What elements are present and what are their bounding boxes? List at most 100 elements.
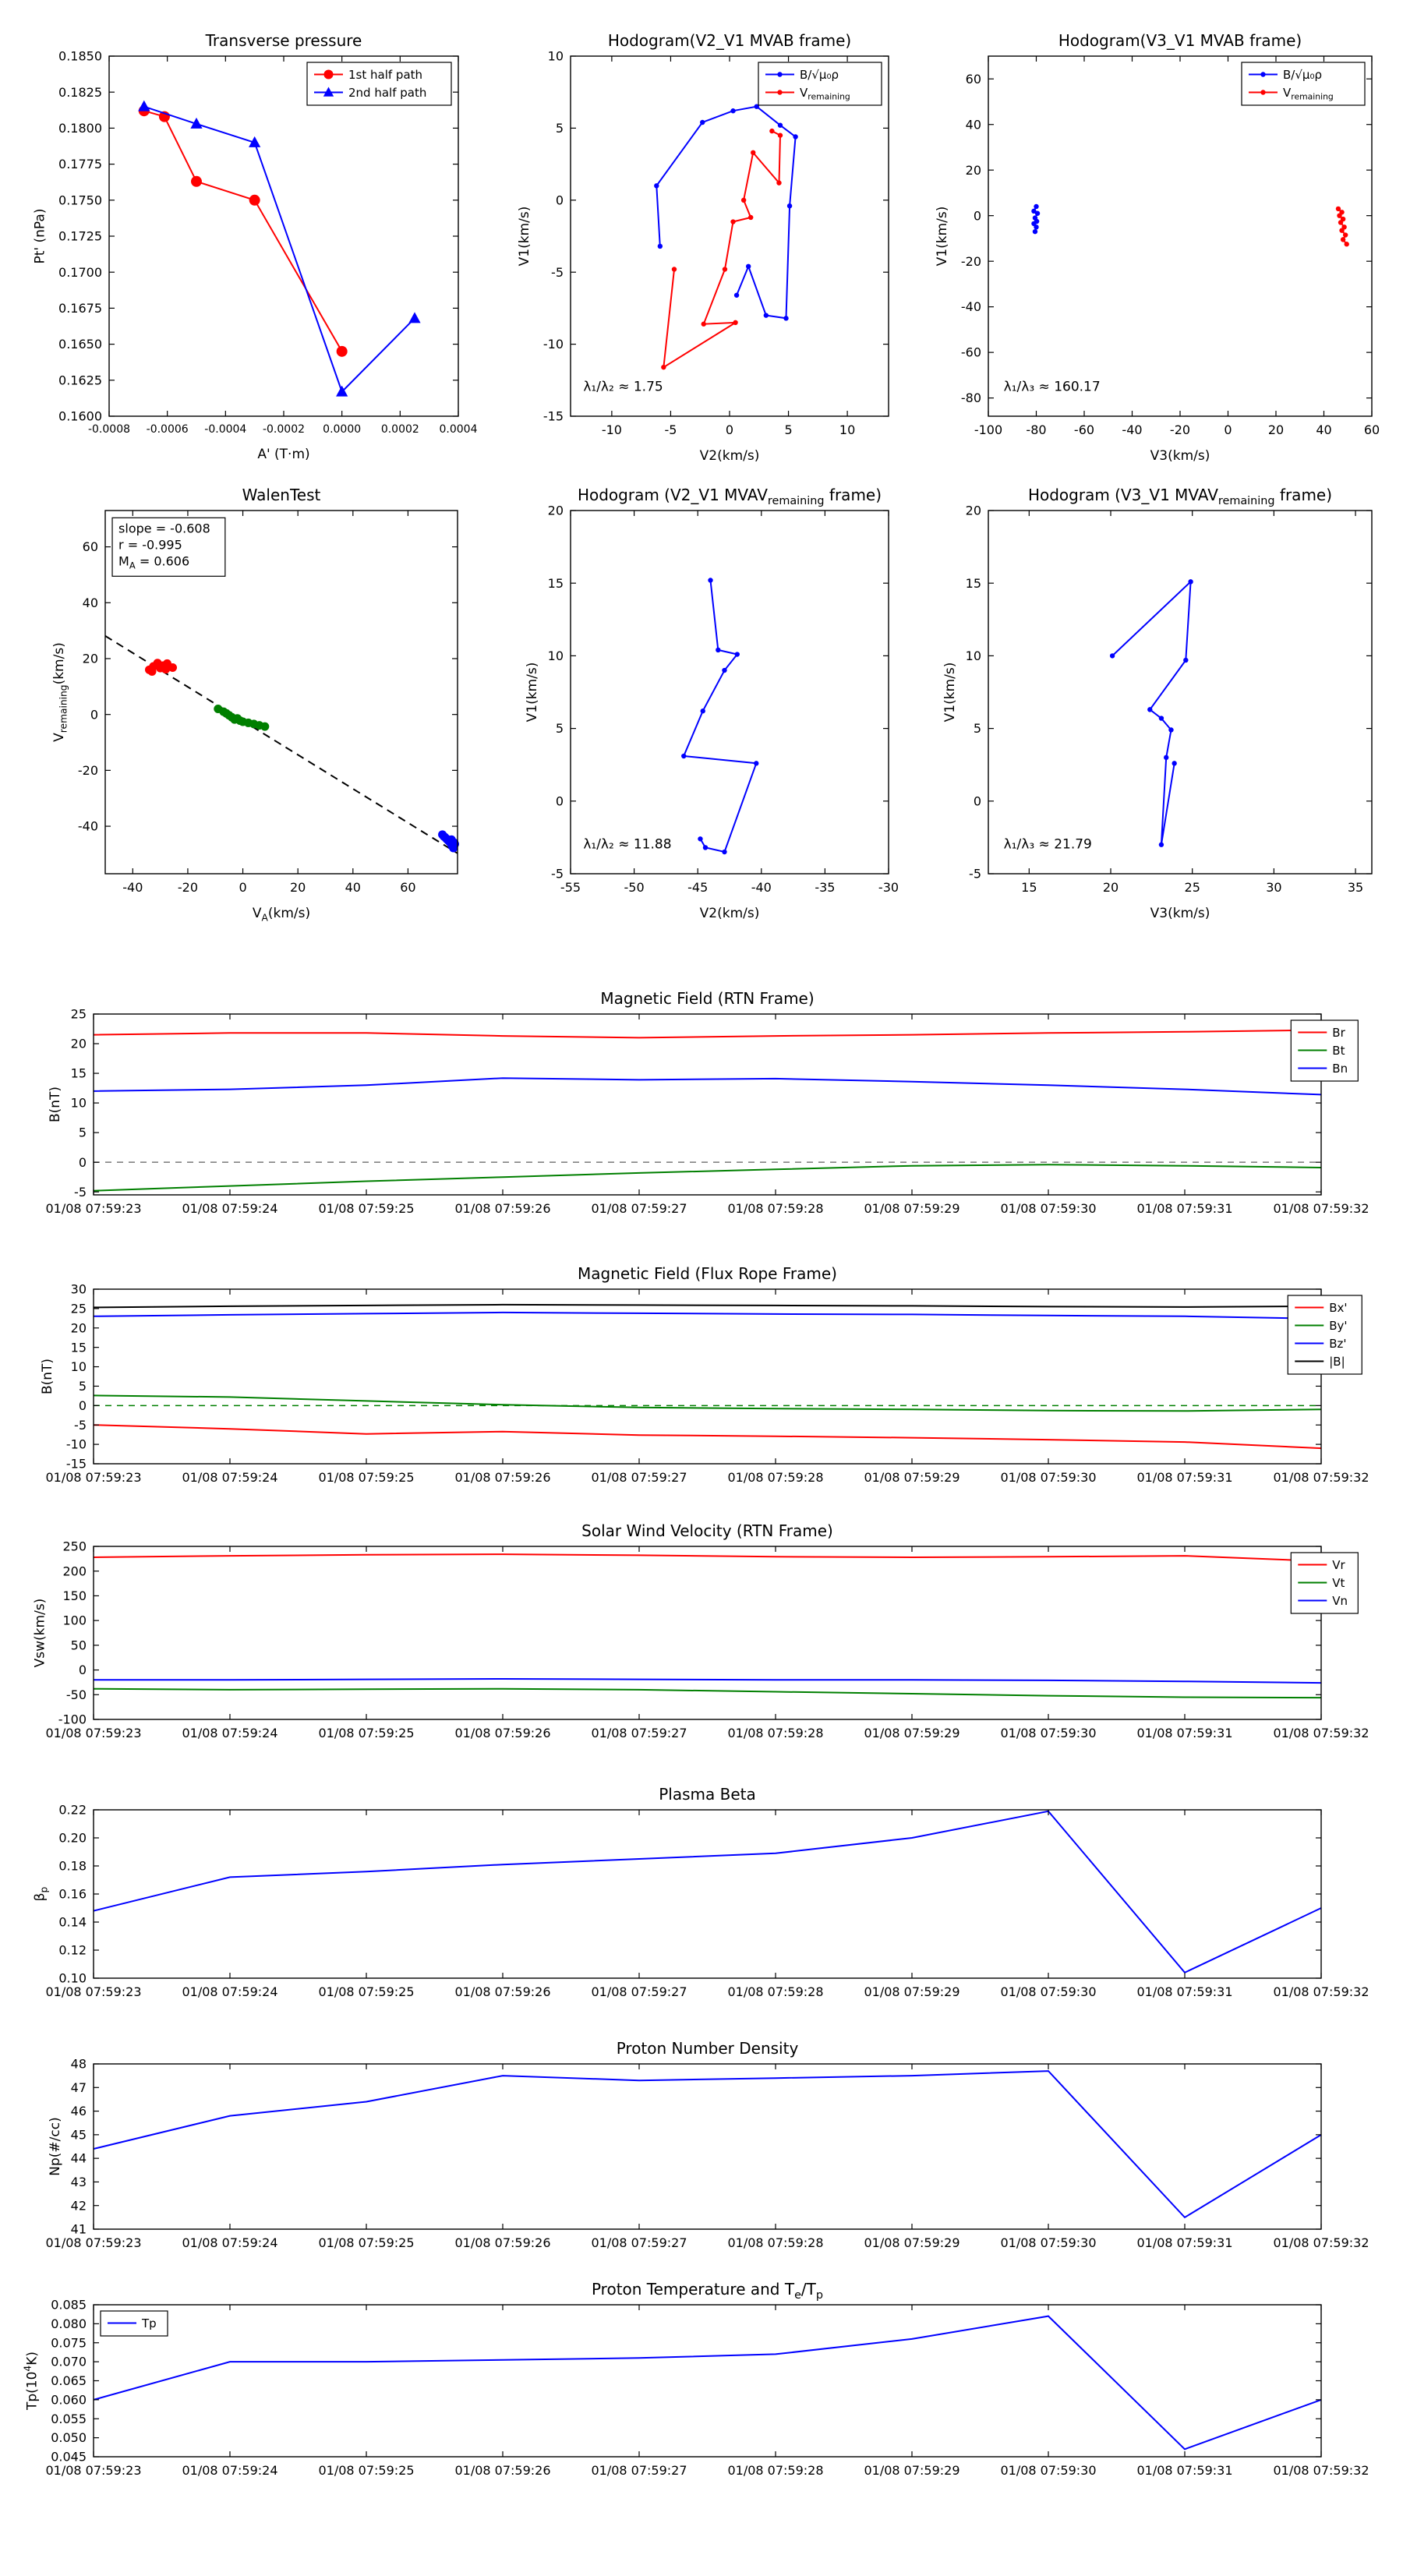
- y-tick-label: 0.1600: [58, 409, 102, 424]
- y-tick-label: 150: [62, 1588, 87, 1603]
- x-tick-label: 01/08 07:59:28: [727, 1201, 823, 1216]
- legend-label: Bt: [1332, 1044, 1345, 1058]
- y-tick-label: 200: [62, 1564, 87, 1578]
- y-tick-label: 0.14: [58, 1915, 87, 1930]
- axes-background: [571, 56, 889, 416]
- marker-dot: [1158, 842, 1164, 847]
- x-axis-label: V3(km/s): [1150, 906, 1210, 921]
- marker-dot: [1337, 213, 1342, 218]
- marker-dot: [1032, 228, 1038, 235]
- marker-circle: [450, 838, 459, 847]
- marker-dot: [1260, 90, 1266, 95]
- marker-triangle: [190, 117, 203, 129]
- y-tick-label: 0.070: [51, 2355, 87, 2369]
- marker-dot: [700, 708, 705, 714]
- axes-background: [94, 1289, 1321, 1464]
- panel-title: Transverse pressure: [205, 31, 362, 50]
- marker-dot: [733, 320, 738, 326]
- y-axis-label: βp: [32, 1886, 49, 1901]
- x-tick-label: 01/08 07:59:29: [864, 1201, 959, 1216]
- x-tick-label: 40: [1316, 422, 1331, 437]
- y-axis-label: Vremaining(km/s): [51, 642, 69, 742]
- legend-label: Bz': [1329, 1337, 1346, 1351]
- legend-label: Vn: [1332, 1594, 1348, 1608]
- x-tick-label: 01/08 07:59:29: [864, 1470, 959, 1485]
- y-tick-label: 0: [90, 707, 98, 722]
- y-tick-label: 48: [71, 2057, 87, 2072]
- y-tick-label: -100: [58, 1712, 87, 1727]
- x-tick-label: 01/08 07:59:23: [45, 1726, 141, 1740]
- y-tick-label: -5: [74, 1418, 87, 1433]
- marker-dot: [793, 134, 798, 140]
- marker-dot: [1344, 242, 1349, 247]
- x-axis-label: V2(km/s): [700, 448, 760, 464]
- series-V_{remaining}: [663, 130, 782, 369]
- y-tick-label: 0.1700: [58, 265, 102, 280]
- y-tick-label: 0.080: [51, 2316, 87, 2331]
- marker-dot: [1172, 761, 1177, 766]
- x-tick-label: 60: [1364, 422, 1380, 437]
- y-tick-label: 10: [966, 648, 981, 663]
- y-tick-label: 15: [71, 1066, 87, 1081]
- y-tick-label: 0.10: [58, 1971, 87, 1986]
- y-tick-label: -15: [543, 409, 564, 424]
- x-tick-label: 01/08 07:59:24: [182, 1470, 277, 1485]
- marker-dot: [671, 267, 677, 272]
- y-axis-label: V1(km/s): [517, 207, 532, 267]
- x-tick-label: 01/08 07:59:32: [1273, 1201, 1369, 1216]
- x-tick-label: 01/08 07:59:25: [318, 1201, 414, 1216]
- y-tick-label: 5: [556, 721, 564, 736]
- y-tick-label: 30: [71, 1282, 87, 1297]
- x-tick-label: 60: [400, 880, 415, 895]
- marker-dot: [763, 313, 769, 318]
- marker-circle: [191, 175, 202, 187]
- y-tick-label: 0.16: [58, 1887, 87, 1902]
- marker-triangle: [138, 100, 150, 111]
- x-tick-label: 01/08 07:59:25: [318, 1470, 414, 1485]
- y-tick-label: 44: [71, 2151, 87, 2166]
- y-tick-label: -15: [66, 1457, 87, 1472]
- y-tick-label: 0.1800: [58, 121, 102, 136]
- x-tick-label: 01/08 07:59:26: [454, 2463, 550, 2478]
- y-tick-label: 0: [556, 793, 564, 808]
- marker-triangle: [249, 136, 261, 147]
- x-tick-label: -10: [602, 422, 622, 437]
- y-axis-label: B(nT): [48, 1087, 63, 1122]
- annotation: λ₁/λ₂ ≈ 11.88: [583, 836, 671, 852]
- y-tick-label: 0.050: [51, 2430, 87, 2445]
- y-tick-label: -5: [74, 1185, 87, 1200]
- panel-title: Plasma Beta: [659, 1785, 756, 1804]
- x-tick-label: 01/08 07:59:30: [1000, 2235, 1096, 2250]
- y-tick-label: 0: [79, 1155, 87, 1170]
- panel-mag-rtn: 01/08 07:59:23 01/08 07:59:24 01/08 07:59:…: [45, 989, 1369, 1216]
- y-tick-label: 42: [71, 2198, 87, 2213]
- marker-dot: [777, 90, 783, 95]
- marker-dot: [769, 128, 775, 134]
- y-tick-label: 15: [966, 576, 981, 591]
- series-Bt: [93, 1164, 1322, 1192]
- legend-box: [758, 62, 882, 106]
- marker-dot: [754, 761, 759, 766]
- axes-background: [94, 1546, 1321, 1719]
- y-tick-label: 250: [62, 1539, 87, 1554]
- x-tick-label: 20: [1268, 422, 1284, 437]
- panel-proton-density: 01/08 07:59:23 01/08 07:59:24 01/08 07:59:…: [45, 2039, 1369, 2250]
- x-tick-label: 01/08 07:59:24: [182, 2235, 277, 2250]
- x-tick-label: -40: [1122, 422, 1142, 437]
- y-tick-label: 0.1675: [58, 301, 102, 316]
- y-tick-label: 0.1725: [58, 229, 102, 244]
- axes-background: [94, 1810, 1321, 1978]
- y-tick-label: 40: [966, 117, 981, 132]
- y-tick-label: 5: [79, 1379, 87, 1394]
- x-tick-label: -20: [1170, 422, 1190, 437]
- annotation-box: [111, 517, 226, 577]
- x-tick-label: -60: [1074, 422, 1094, 437]
- x-tick-label: 01/08 07:59:30: [1000, 1201, 1096, 1216]
- x-tick-label: 01/08 07:59:27: [591, 1984, 687, 1999]
- y-tick-label: 0.1775: [58, 157, 102, 171]
- y-tick-label: -40: [78, 819, 98, 834]
- legend-label: Bn: [1332, 1062, 1348, 1076]
- marker-triangle: [336, 385, 348, 397]
- y-tick-label: -40: [961, 299, 981, 314]
